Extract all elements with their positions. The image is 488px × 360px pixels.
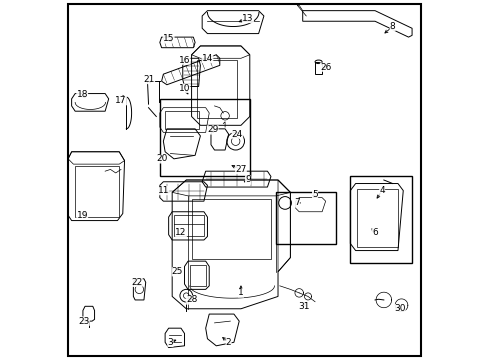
Text: 4: 4 [379, 186, 384, 195]
Text: 25: 25 [171, 267, 183, 276]
Text: 21: 21 [143, 75, 155, 84]
Text: 1: 1 [238, 288, 244, 297]
Text: 15: 15 [163, 34, 174, 43]
Text: 9: 9 [244, 175, 250, 184]
Bar [160, 99, 249, 176]
Text: 23: 23 [78, 317, 89, 325]
Text: 27: 27 [235, 165, 246, 174]
Text: 10: 10 [179, 84, 190, 93]
Bar [197, 60, 237, 118]
Bar [349, 176, 411, 263]
Bar [276, 192, 336, 243]
Text: 14: 14 [202, 54, 213, 63]
Text: 12: 12 [175, 228, 186, 238]
Text: 28: 28 [185, 296, 197, 305]
Text: 26: 26 [319, 63, 331, 72]
Text: 29: 29 [206, 125, 218, 134]
Text: 30: 30 [393, 304, 405, 313]
Bar [75, 166, 119, 217]
Text: 19: 19 [76, 211, 88, 220]
Text: 16: 16 [179, 55, 190, 64]
Text: 22: 22 [131, 278, 142, 287]
Text: 18: 18 [76, 90, 88, 99]
Bar [165, 111, 198, 129]
Text: 5: 5 [311, 190, 317, 199]
Text: 13: 13 [242, 14, 253, 23]
Bar [174, 215, 203, 237]
Text: 17: 17 [115, 96, 126, 105]
Text: 31: 31 [298, 302, 309, 311]
Text: 11: 11 [157, 186, 169, 195]
Text: 3: 3 [167, 338, 173, 347]
Text: 2: 2 [225, 338, 231, 347]
Text: 8: 8 [389, 22, 395, 31]
Text: 6: 6 [371, 228, 377, 238]
Bar [357, 189, 397, 247]
Bar [191, 199, 270, 259]
Text: 7: 7 [294, 198, 300, 207]
Bar [189, 265, 205, 286]
Text: 24: 24 [231, 130, 243, 139]
Text: 20: 20 [156, 154, 167, 163]
